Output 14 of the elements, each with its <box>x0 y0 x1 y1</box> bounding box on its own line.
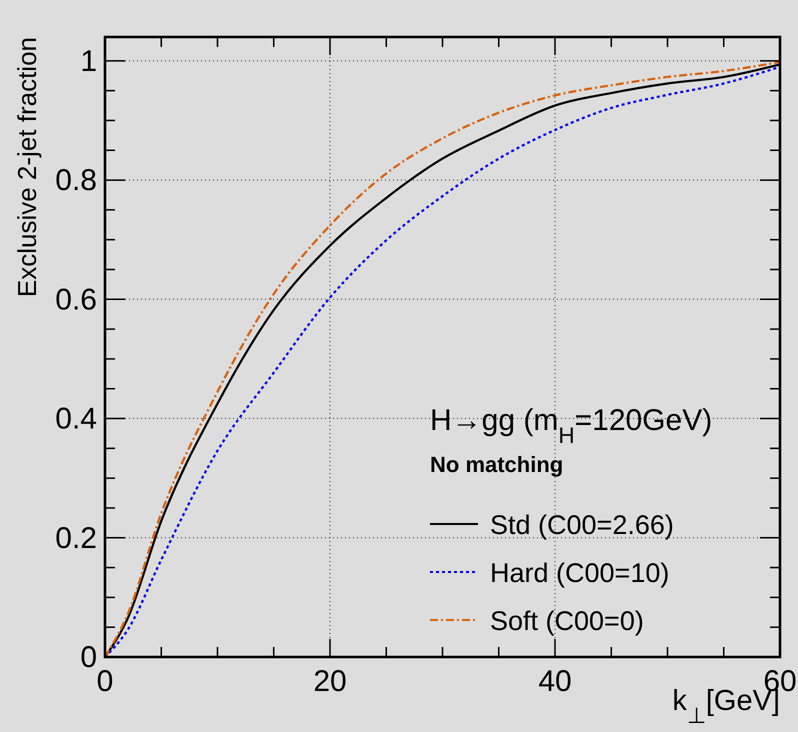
y-tick-label: 0.6 <box>55 283 97 316</box>
y-tick-label: 1 <box>80 44 97 78</box>
y-tick-label: 0.8 <box>55 164 97 198</box>
y-axis-title: Exclusive 2-jet fraction <box>12 37 42 298</box>
y-tick-label: 0 <box>80 641 97 674</box>
y-tick-label: 0.4 <box>55 402 97 436</box>
x-tick-label: 40 <box>538 665 572 698</box>
legend-label: Hard (C00=10) <box>490 558 670 588</box>
legend-label: Soft (C00=0) <box>490 606 644 636</box>
annotation: No matching <box>430 452 564 477</box>
legend-label: Std (C00=2.66) <box>490 510 674 540</box>
x-tick-label: 20 <box>313 665 347 698</box>
y-tick-label: 0.2 <box>55 522 97 555</box>
annotation: H→gg (m$_{H}$=120GeV) <box>430 404 712 448</box>
